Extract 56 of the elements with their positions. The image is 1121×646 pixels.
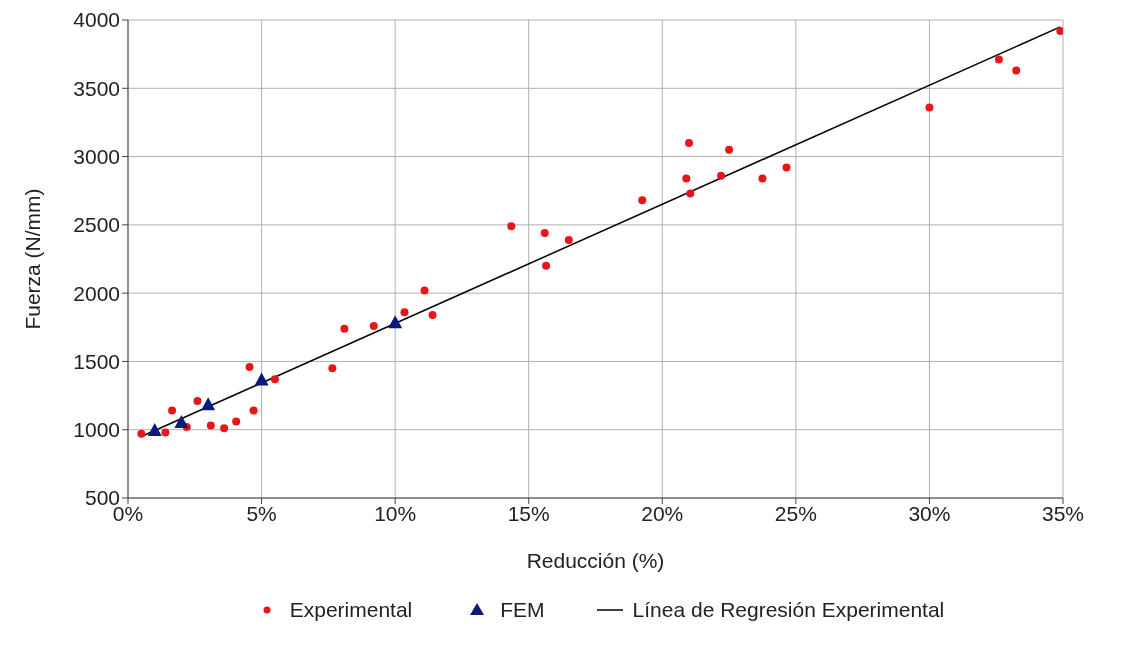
- point: [369, 321, 378, 330]
- x-tick-label: 10%: [374, 501, 417, 525]
- x-tick-label: 5%: [246, 501, 277, 525]
- point: [994, 55, 1003, 64]
- point: [388, 315, 403, 329]
- point: [137, 429, 146, 438]
- point: [249, 406, 258, 415]
- point: [725, 145, 734, 154]
- point: [168, 406, 177, 415]
- point: [1056, 26, 1063, 35]
- point: [161, 428, 170, 437]
- point: [174, 414, 189, 428]
- point: [682, 174, 691, 183]
- point: [193, 397, 202, 406]
- y-tick-label: 3000: [73, 145, 120, 169]
- y-tick-label: 1000: [73, 418, 120, 442]
- legend-label: FEM: [500, 598, 545, 622]
- legend-label: Experimental: [289, 598, 413, 622]
- point: [201, 397, 216, 411]
- point: [638, 196, 647, 205]
- point: [147, 423, 162, 437]
- x-tick-label: 35%: [1041, 501, 1085, 525]
- y-tick-label: 2500: [73, 213, 120, 237]
- legend-label: Línea de Regresión Experimental: [632, 598, 945, 622]
- point: [782, 163, 791, 172]
- point: [428, 310, 437, 319]
- y-axis-title: Fuerza (N/mm): [21, 188, 45, 330]
- x-tick-label: 20%: [641, 501, 684, 525]
- point: [206, 421, 215, 430]
- point: [232, 417, 241, 426]
- point: [685, 138, 693, 147]
- point: [328, 364, 337, 373]
- point: [220, 424, 229, 433]
- point: [1012, 66, 1021, 75]
- point: [925, 103, 934, 112]
- point: [420, 286, 429, 295]
- point: [564, 235, 573, 244]
- point: [542, 261, 551, 270]
- x-axis-title: Reducción (%): [526, 549, 665, 572]
- point: [540, 229, 549, 238]
- point: [717, 171, 726, 180]
- y-tick-label: 2000: [73, 281, 120, 305]
- point: [686, 189, 695, 198]
- point: [400, 308, 409, 317]
- y-tick-label: 1500: [73, 349, 120, 373]
- y-tick-label: 3500: [73, 76, 120, 100]
- x-tick-label: 30%: [908, 501, 951, 525]
- point: [245, 362, 254, 371]
- point: [340, 324, 349, 333]
- y-tick-label: 4000: [73, 8, 120, 32]
- point: [507, 222, 516, 231]
- x-tick-label: 25%: [774, 501, 817, 525]
- x-tick-label: 15%: [507, 501, 550, 525]
- point: [270, 375, 279, 384]
- point: [254, 372, 269, 386]
- point: [758, 174, 767, 183]
